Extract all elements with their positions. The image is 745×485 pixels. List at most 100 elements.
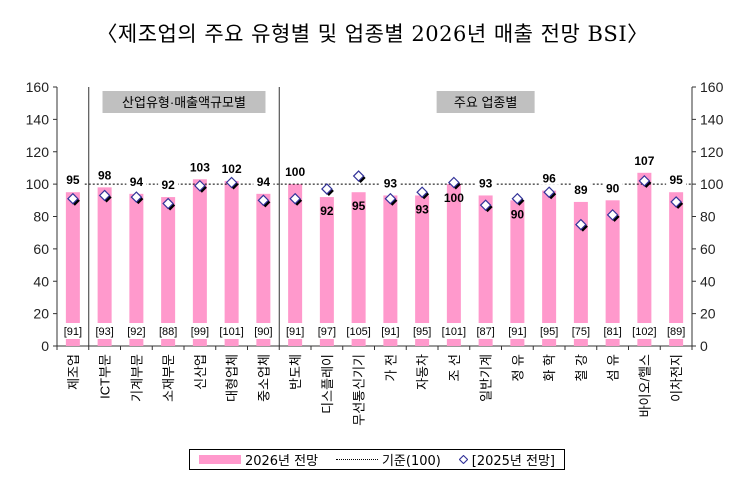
prev-value-label: [75] — [572, 326, 590, 338]
category-label: 소재부문 — [161, 354, 176, 402]
value-label: 95 — [352, 199, 366, 213]
y-tick-label-left: 120 — [26, 144, 50, 160]
prev-value-label: [91] — [64, 326, 82, 338]
category-label: 제조업 — [66, 354, 81, 390]
prev-value-label: [92] — [127, 326, 145, 338]
marker-2025 — [384, 192, 397, 205]
y-tick-label-left: 80 — [33, 209, 49, 225]
prev-value-label-bg — [123, 323, 150, 339]
value-label: 92 — [161, 178, 175, 192]
prev-value-label-bg — [663, 323, 690, 339]
bar — [288, 184, 303, 346]
marker-2025 — [479, 199, 492, 212]
value-label-bg — [94, 167, 115, 182]
prev-value-label: [95] — [540, 326, 558, 338]
value-label: 94 — [257, 175, 271, 189]
marker-2025 — [448, 176, 460, 189]
value-label-bg — [475, 175, 496, 190]
marker-2025 — [98, 189, 111, 202]
value-label: 98 — [98, 168, 112, 182]
legend-bar-label: 2026년 전망 — [244, 454, 319, 469]
bar — [192, 179, 207, 346]
prev-value-label: [90] — [254, 326, 272, 338]
y-tick-label-right: 120 — [700, 144, 724, 160]
value-label-bg — [253, 173, 274, 188]
category-label: 디스플레이 — [320, 354, 335, 414]
y-tick-label-right: 0 — [700, 338, 708, 354]
marker-2025 — [543, 186, 555, 199]
prev-value-label-bg — [472, 323, 499, 339]
category-label: 대형업체 — [225, 354, 240, 402]
marker-2025 — [638, 175, 651, 187]
value-label-bg — [666, 172, 687, 187]
bar — [669, 192, 684, 346]
marker-2025 — [225, 176, 238, 189]
prev-value-label-bg — [599, 323, 626, 339]
value-label: 90 — [606, 181, 620, 195]
prev-value-label: [101] — [442, 326, 466, 338]
category-label: 철 강 — [574, 354, 589, 382]
y-tick-label-right: 40 — [700, 273, 716, 289]
bar — [542, 190, 557, 346]
bar — [351, 192, 366, 346]
marker-2025 — [670, 196, 682, 208]
prev-value-label: [87] — [476, 326, 494, 338]
bar — [510, 200, 525, 346]
category-label: 신산업 — [193, 354, 208, 390]
marker-2025 — [289, 192, 301, 205]
category-label: 화 학 — [542, 354, 557, 382]
value-label: 100 — [285, 165, 305, 179]
prev-value-label: [102] — [632, 326, 656, 338]
prev-value-label: [93] — [95, 326, 113, 338]
marker-2025 — [352, 170, 365, 182]
y-tick-label-left: 160 — [26, 79, 50, 95]
marker-2025 — [416, 186, 428, 199]
prev-value-label-bg — [91, 323, 118, 339]
legend-item-marker: [2025년 전망] — [458, 450, 555, 469]
prev-value-label: [91] — [508, 326, 526, 338]
value-label-bg — [217, 160, 246, 175]
category-label: 가 전 — [383, 354, 398, 382]
category-label: 바이오/헬스 — [637, 354, 652, 417]
marker-2025 — [67, 192, 79, 205]
y-tick-label-left: 0 — [41, 338, 49, 354]
prev-value-label: [101] — [219, 326, 243, 338]
marker-2025 — [606, 209, 619, 221]
category-label: 조 선 — [447, 354, 462, 382]
prev-value-label-bg — [282, 323, 309, 339]
value-label: 90 — [511, 207, 525, 221]
marker-2025 — [194, 179, 206, 192]
bar — [319, 197, 334, 346]
category-label: 정 유 — [510, 354, 525, 382]
y-tick-label-right: 20 — [700, 306, 716, 322]
prev-value-label-bg — [628, 323, 661, 339]
bar — [446, 184, 461, 346]
y-tick-label-right: 140 — [700, 111, 724, 127]
y-tick-label-left: 100 — [26, 176, 50, 192]
prev-value-label-bg — [504, 323, 531, 339]
prev-value-label: [105] — [346, 326, 370, 338]
prev-value-label: [97] — [318, 326, 336, 338]
chart-title: 〈제조업의 주요 유형별 및 업종별 2026년 매출 전망 BSI〉 — [96, 22, 649, 46]
bar — [478, 195, 493, 346]
value-label-bg — [281, 164, 310, 179]
value-label: 93 — [479, 176, 493, 190]
value-label: 89 — [574, 183, 588, 197]
value-label: 93 — [415, 202, 429, 216]
category-label: 일반기계 — [479, 354, 494, 402]
prev-value-label: [81] — [603, 326, 621, 338]
category-label: ICT부문 — [98, 354, 113, 399]
prev-value-label-bg — [536, 323, 563, 339]
value-label: 95 — [669, 173, 683, 187]
prev-value-label-bg — [377, 323, 404, 339]
y-tick-label-left: 60 — [33, 241, 49, 257]
bar — [605, 200, 620, 346]
prev-value-label-bg — [409, 323, 436, 339]
y-tick-label-right: 80 — [700, 209, 716, 225]
section-label-box — [436, 91, 535, 113]
prev-value-label-bg — [186, 323, 213, 339]
bar — [256, 193, 271, 346]
value-label: 102 — [222, 162, 242, 176]
value-label: 94 — [130, 175, 144, 189]
